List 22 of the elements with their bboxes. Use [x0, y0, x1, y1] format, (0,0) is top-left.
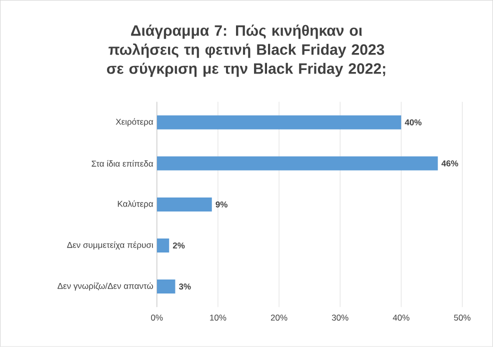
y-tick-label: Στα ίδια επίπεδα	[92, 160, 154, 167]
x-tick-label: 50%	[454, 314, 470, 321]
bar	[156, 115, 402, 130]
x-tick-label: 40%	[392, 314, 410, 321]
data-label: 9%	[216, 202, 228, 208]
chart-title: Διάγραμμα 7: Πώς κινήθηκαν οι πωλήσεις τη φετινή Black Friday 2023 σε σύγκριση με την Black Friday 2022;	[106, 24, 386, 77]
y-tick-label: Καλύτερα	[118, 200, 154, 209]
bar	[156, 198, 212, 212]
x-tick-label: 0%	[151, 314, 163, 321]
x-tick-label: 10%	[210, 314, 226, 321]
y-tick-label: Δεν συμμετείχα πέρυσι	[67, 242, 154, 250]
data-label: 2%	[172, 242, 185, 249]
data-label: 3%	[178, 284, 191, 290]
bar	[156, 238, 170, 253]
bar	[156, 280, 176, 294]
y-tick-label: Χειρότερα	[116, 118, 154, 127]
data-label: 40%	[404, 119, 422, 126]
x-tick-label: 20%	[270, 314, 288, 321]
x-tick-label: 30%	[332, 314, 348, 321]
bar	[156, 156, 438, 170]
data-label: 46%	[441, 160, 458, 166]
y-tick-label: Δεν γνωρίζω/Δεν απαντώ	[58, 282, 154, 291]
